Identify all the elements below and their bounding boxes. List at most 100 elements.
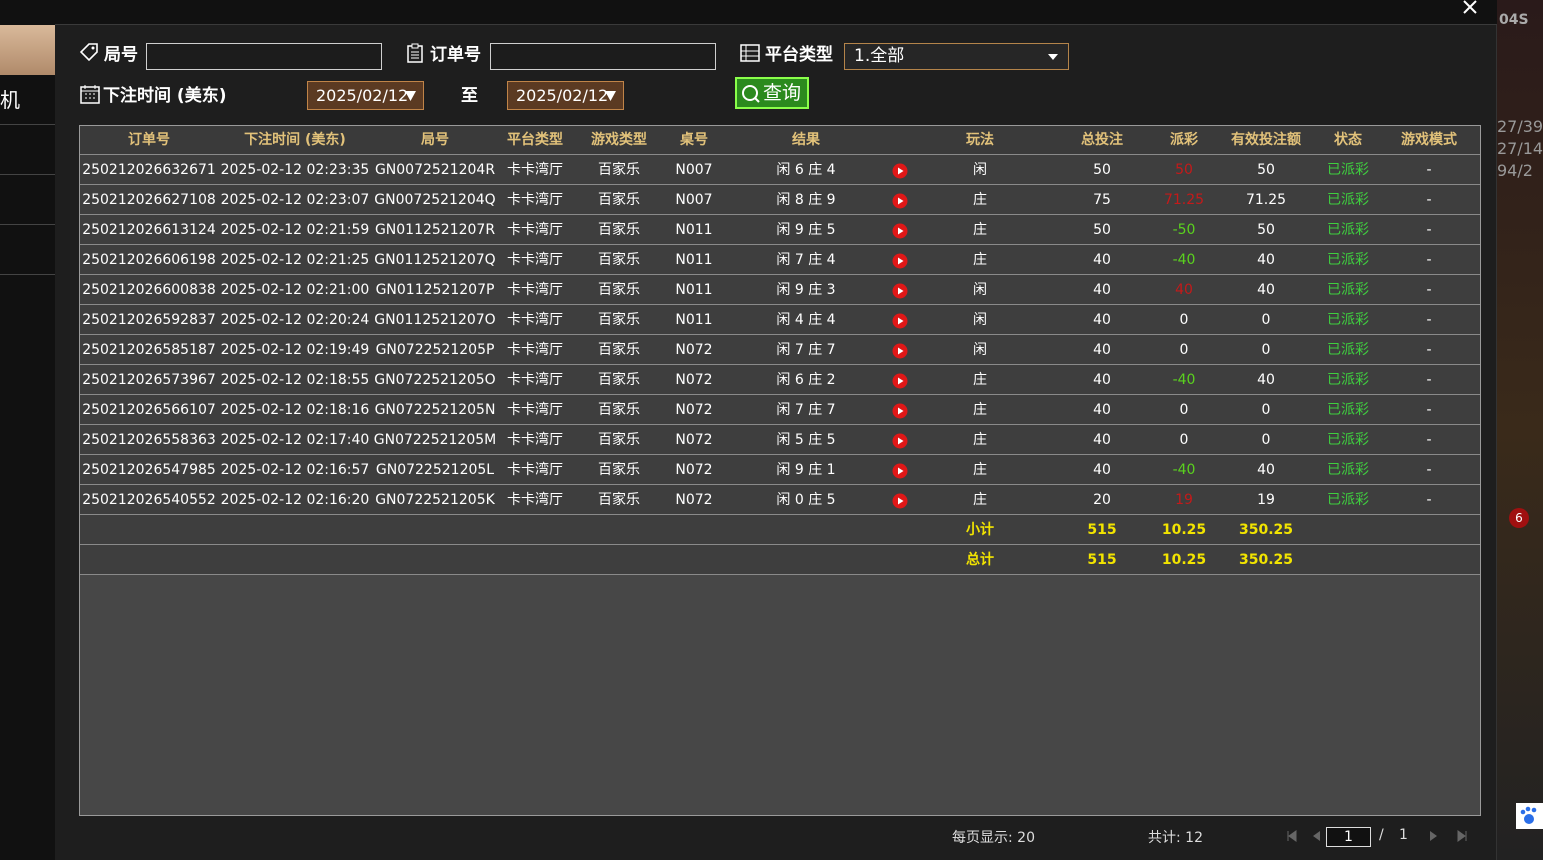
cell: N072 bbox=[675, 432, 713, 448]
play-video[interactable] bbox=[892, 343, 908, 359]
cell: 闲 7 庄 4 bbox=[776, 252, 836, 268]
cell: 卡卡湾厅 bbox=[507, 312, 563, 328]
cell: 0 bbox=[1261, 402, 1271, 418]
sidebar-tab[interactable] bbox=[0, 25, 55, 75]
cell: 闲 6 庄 2 bbox=[776, 372, 836, 388]
cell: N072 bbox=[675, 492, 713, 508]
round-input[interactable] bbox=[146, 43, 382, 70]
cell: 庄 bbox=[973, 492, 987, 508]
cell: 250212026566107 bbox=[82, 402, 216, 418]
date-to[interactable]: 2025/02/12 bbox=[507, 81, 624, 110]
cell: GN0722521205K bbox=[375, 492, 495, 508]
cell: GN0722521205P bbox=[375, 342, 495, 358]
cell: - bbox=[1426, 342, 1432, 358]
cell: 闲 9 庄 1 bbox=[776, 462, 836, 478]
background-game: 04S 27/39 27/14 94/2 6 bbox=[1497, 0, 1543, 860]
row bbox=[80, 215, 1480, 245]
play-video[interactable] bbox=[892, 373, 908, 389]
cell: 卡卡湾厅 bbox=[507, 342, 563, 358]
cell: N072 bbox=[675, 372, 713, 388]
cell: 已派彩 bbox=[1327, 432, 1369, 448]
calendar-icon bbox=[80, 85, 100, 104]
row bbox=[80, 335, 1480, 365]
divider bbox=[0, 224, 55, 225]
row bbox=[80, 485, 1480, 515]
cell: 已派彩 bbox=[1327, 312, 1369, 328]
cell: 卡卡湾厅 bbox=[507, 492, 563, 508]
cell: N011 bbox=[675, 282, 713, 298]
cell: 0 bbox=[1179, 312, 1189, 328]
cell: 卡卡湾厅 bbox=[507, 252, 563, 268]
cell: 已派彩 bbox=[1327, 252, 1369, 268]
sidebar-lines bbox=[0, 124, 55, 274]
cell: 250212026540552 bbox=[82, 492, 216, 508]
order-input[interactable] bbox=[490, 43, 716, 70]
cell: 闲 bbox=[973, 282, 987, 298]
cell: 0 bbox=[1179, 402, 1189, 418]
cell: 2025-02-12 02:18:16 bbox=[220, 402, 370, 418]
caret bbox=[1048, 54, 1058, 60]
cell: 庄 bbox=[973, 222, 987, 238]
cell: 40 bbox=[1257, 282, 1275, 298]
cell: 百家乐 bbox=[598, 372, 640, 388]
play-video[interactable] bbox=[892, 283, 908, 299]
cell: 0 bbox=[1179, 342, 1189, 358]
cell: 卡卡湾厅 bbox=[507, 162, 563, 178]
cell: 0 bbox=[1261, 342, 1271, 358]
cell: 已派彩 bbox=[1327, 462, 1369, 478]
cell: 0 bbox=[1261, 432, 1271, 448]
sidebar-item[interactable]: 机 bbox=[0, 88, 20, 112]
play-video[interactable] bbox=[892, 433, 908, 449]
query-button[interactable]: 查询 bbox=[735, 77, 809, 109]
modal-header bbox=[55, 0, 1497, 25]
play-video[interactable] bbox=[892, 253, 908, 269]
summary-row bbox=[80, 515, 1480, 545]
summary-cell: 10.25 bbox=[1161, 522, 1207, 538]
cell: 40 bbox=[1093, 342, 1111, 358]
date-from[interactable]: 2025/02/12 bbox=[307, 81, 424, 110]
cell: 250212026627108 bbox=[82, 192, 216, 208]
cell: 40 bbox=[1093, 462, 1111, 478]
play-video[interactable] bbox=[892, 463, 908, 479]
header-cell: 桌号 bbox=[680, 132, 708, 148]
cell: GN0722521205L bbox=[375, 462, 495, 478]
platform-select[interactable]: 1.全部 bbox=[844, 43, 1069, 70]
play-video[interactable] bbox=[892, 403, 908, 419]
header-cell: 局号 bbox=[421, 132, 449, 148]
cell: 百家乐 bbox=[598, 492, 640, 508]
cell: 40 bbox=[1257, 372, 1275, 388]
play-video[interactable] bbox=[892, 313, 908, 329]
cell: - bbox=[1426, 492, 1432, 508]
paw-icon bbox=[1516, 803, 1543, 829]
row bbox=[80, 275, 1480, 305]
cell: 2025-02-12 02:16:57 bbox=[220, 462, 370, 478]
cell: 50 bbox=[1257, 222, 1275, 238]
cell: 百家乐 bbox=[598, 312, 640, 328]
play-video[interactable] bbox=[892, 163, 908, 179]
cell: 2025-02-12 02:18:55 bbox=[220, 372, 370, 388]
cell: - bbox=[1426, 432, 1432, 448]
play-video[interactable] bbox=[892, 493, 908, 509]
play-video[interactable] bbox=[892, 193, 908, 209]
side-text: 27/39 bbox=[1497, 117, 1543, 136]
cell: N011 bbox=[675, 222, 713, 238]
label: 订单号 bbox=[430, 45, 481, 65]
cell: 250212026585187 bbox=[82, 342, 216, 358]
cell: 闲 4 庄 4 bbox=[776, 312, 836, 328]
cell: N011 bbox=[675, 252, 713, 268]
page-input[interactable]: 1 bbox=[1326, 827, 1371, 847]
cell: - bbox=[1426, 372, 1432, 388]
row bbox=[80, 305, 1480, 335]
cell: 2025-02-12 02:16:20 bbox=[220, 492, 370, 508]
cell: 卡卡湾厅 bbox=[507, 222, 563, 238]
cell: 250212026558363 bbox=[82, 432, 216, 448]
label: 平台类型 bbox=[765, 45, 833, 65]
summary-row bbox=[80, 545, 1480, 575]
cell: 2025-02-12 02:23:07 bbox=[220, 192, 370, 208]
play-video[interactable] bbox=[892, 223, 908, 239]
row bbox=[80, 395, 1480, 425]
cell: GN0112521207O bbox=[374, 312, 496, 328]
close-button[interactable] bbox=[1462, 0, 1478, 14]
cell: 已派彩 bbox=[1327, 342, 1369, 358]
date-text: 2025/02/12 bbox=[516, 86, 609, 105]
